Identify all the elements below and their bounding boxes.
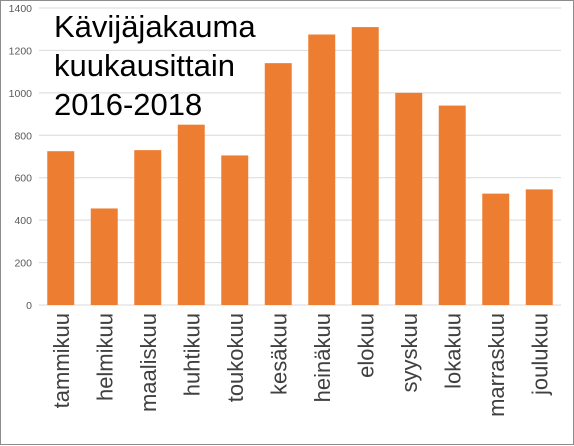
y-tick-label: 1000 — [9, 88, 33, 100]
x-tick-label: maaliskuu — [136, 313, 161, 412]
bar-huhtikuu — [177, 124, 205, 305]
y-tick-label: 200 — [14, 258, 32, 270]
y-axis-ticks: 0 200 400 600 800 1000 1200 1400 — [9, 3, 33, 312]
y-tick-label: 0 — [26, 300, 32, 312]
x-tick-label: elokuu — [353, 313, 378, 378]
x-tick-label: lokakuu — [440, 313, 465, 389]
x-axis-ticks: tammikuu helmikuu maaliskuu huhtikuu toukoku… — [49, 313, 553, 417]
x-tick-label: tammikuu — [49, 313, 74, 408]
bar-heinäkuu — [308, 34, 336, 306]
bars — [47, 27, 553, 306]
bar-elokuu — [351, 27, 379, 305]
bar-syyskuu — [395, 92, 423, 305]
x-tick-label: huhtikuu — [179, 313, 204, 396]
gridlines — [39, 7, 561, 306]
chart-title: Kävijäjakauma kuukausittain 2016-2018 — [54, 9, 256, 122]
bar-kesäkuu — [264, 63, 292, 306]
chart-title-line-1: Kävijäjakauma — [54, 9, 256, 44]
x-tick-label: toukokuu — [223, 313, 248, 402]
bar-maaliskuu — [134, 150, 162, 305]
x-tick-label: syyskuu — [397, 313, 422, 392]
y-tick-label: 400 — [14, 215, 32, 227]
chart-title-line-3: 2016-2018 — [54, 87, 202, 122]
bar-marraskuu — [482, 193, 510, 305]
bar-tammikuu — [47, 151, 75, 305]
x-tick-label: kesäkuu — [266, 313, 291, 395]
bar-lokakuu — [438, 105, 466, 305]
chart-title-line-2: kuukausittain — [54, 48, 235, 83]
x-tick-label: helmikuu — [92, 313, 117, 401]
x-tick-label: joulukuu — [527, 313, 552, 396]
bar-toukokuu — [221, 155, 249, 305]
y-tick-label: 1400 — [9, 3, 33, 15]
bar-helmikuu — [90, 208, 118, 305]
y-tick-label: 1200 — [9, 45, 33, 57]
x-tick-label: heinäkuu — [310, 313, 335, 402]
bar-joulukuu — [525, 189, 553, 305]
x-tick-label: marraskuu — [484, 313, 509, 417]
y-tick-label: 800 — [14, 130, 32, 142]
y-tick-label: 600 — [14, 173, 32, 185]
